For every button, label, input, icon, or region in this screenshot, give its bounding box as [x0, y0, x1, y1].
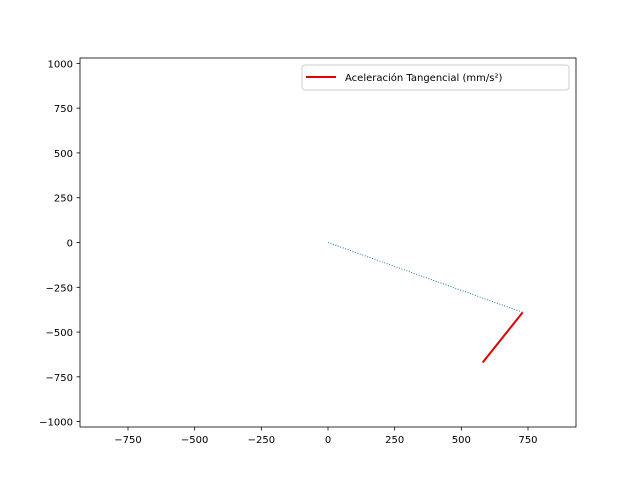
y-tick-label: −250 — [46, 283, 73, 294]
y-axis-ticks: 1000 750 500 250 0 −250 −500 −750 −1000 — [39, 59, 80, 429]
x-tick-label: −500 — [181, 435, 208, 446]
series-line-tangential-acceleration — [481, 311, 524, 364]
x-tick-label: −750 — [114, 435, 141, 446]
y-tick-label: 0 — [67, 239, 73, 250]
legend: Aceleración Tangencial (mm/s²) — [301, 64, 570, 91]
series-line-position-vector — [327, 242, 523, 313]
y-tick-label: −750 — [46, 373, 73, 384]
y-tick-label: 750 — [54, 104, 73, 115]
plot-lines — [327, 242, 524, 364]
x-tick-label: 0 — [325, 435, 331, 446]
y-tick-label: 250 — [54, 194, 73, 205]
y-tick-label: −500 — [46, 328, 73, 339]
x-axis-ticks: −750 −500 −250 0 250 500 750 — [114, 427, 538, 446]
legend-box — [301, 64, 570, 91]
y-tick-label: −1000 — [39, 418, 73, 429]
x-tick-label: −250 — [248, 435, 275, 446]
x-tick-label: 500 — [452, 435, 471, 446]
x-tick-label: 250 — [385, 435, 404, 446]
legend-label-tangential-acceleration: Aceleración Tangencial (mm/s²) — [345, 72, 502, 84]
x-tick-label: 750 — [518, 435, 537, 446]
y-tick-label: 500 — [54, 149, 73, 160]
y-tick-label: 1000 — [48, 59, 73, 70]
